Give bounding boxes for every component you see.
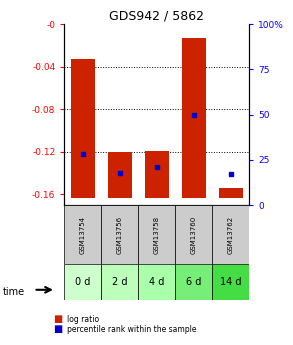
Bar bbox=[145, 151, 169, 198]
Bar bbox=[219, 188, 243, 198]
Bar bbox=[212, 205, 249, 264]
Text: GSM13758: GSM13758 bbox=[154, 216, 160, 254]
Text: GSM13756: GSM13756 bbox=[117, 216, 123, 254]
Bar bbox=[138, 264, 175, 300]
Text: 14 d: 14 d bbox=[220, 277, 241, 287]
Text: GSM13760: GSM13760 bbox=[191, 215, 197, 254]
Bar bbox=[101, 205, 138, 264]
Text: time: time bbox=[3, 287, 25, 296]
Text: 6 d: 6 d bbox=[186, 277, 201, 287]
Bar bbox=[175, 264, 212, 300]
Bar bbox=[108, 152, 132, 198]
Bar bbox=[175, 205, 212, 264]
Title: GDS942 / 5862: GDS942 / 5862 bbox=[109, 10, 204, 23]
Text: GSM13762: GSM13762 bbox=[228, 216, 234, 254]
Text: 4 d: 4 d bbox=[149, 277, 164, 287]
Bar bbox=[138, 205, 175, 264]
Text: GSM13754: GSM13754 bbox=[80, 216, 86, 254]
Bar bbox=[71, 59, 95, 198]
Bar bbox=[64, 205, 101, 264]
Text: ■: ■ bbox=[53, 325, 62, 334]
Bar bbox=[101, 264, 138, 300]
Bar bbox=[182, 38, 206, 198]
Text: 0 d: 0 d bbox=[75, 277, 91, 287]
Text: ■: ■ bbox=[53, 314, 62, 324]
Text: log ratio: log ratio bbox=[67, 315, 100, 324]
Text: percentile rank within the sample: percentile rank within the sample bbox=[67, 325, 197, 334]
Bar bbox=[64, 264, 101, 300]
Text: 2 d: 2 d bbox=[112, 277, 127, 287]
Bar bbox=[212, 264, 249, 300]
